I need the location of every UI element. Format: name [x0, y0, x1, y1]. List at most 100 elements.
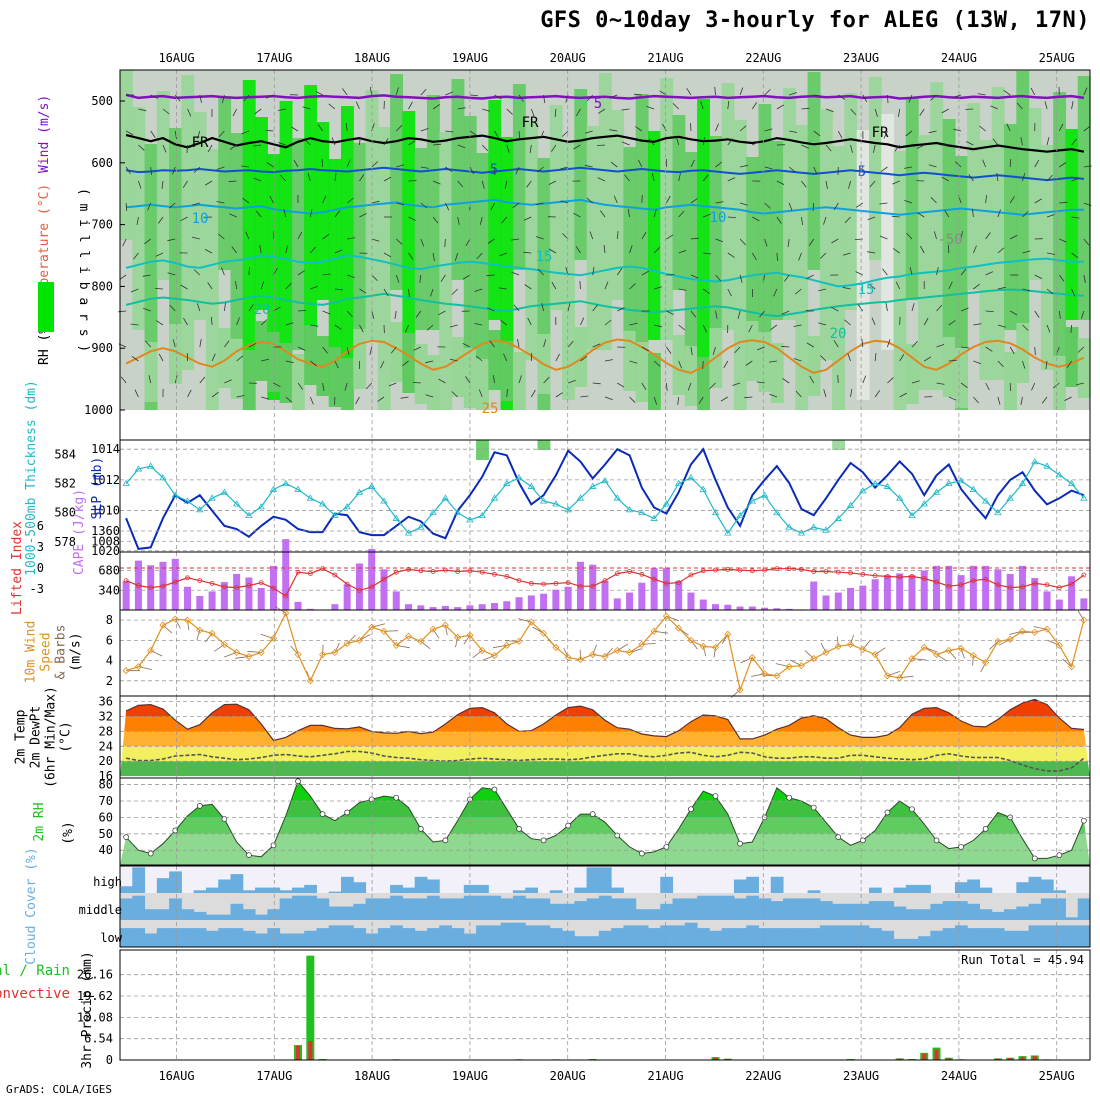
wind-barb [451, 288, 458, 295]
wind-barb [366, 382, 373, 390]
wind-marker [957, 644, 965, 653]
li-marker [970, 578, 976, 583]
wind-barb [1046, 324, 1051, 333]
wind-barb [523, 216, 532, 221]
contour-t5_hPa [125, 166, 1085, 182]
rh-marker [688, 806, 694, 813]
wind-barb [487, 238, 495, 244]
wind-barb [328, 103, 336, 110]
wind-barb [310, 246, 316, 254]
cape-tick: 1020 [91, 544, 120, 558]
wind-barb [449, 324, 458, 328]
wind-barb [960, 307, 969, 312]
wind-barb [371, 200, 380, 204]
wind-barb [727, 252, 735, 258]
li-marker [676, 580, 682, 586]
wind-barb [133, 252, 139, 260]
wind-barb [283, 209, 287, 218]
wind-marker [896, 674, 904, 682]
cloud-bar [169, 898, 182, 920]
rh-shading [181, 75, 195, 370]
rh-shading [512, 84, 526, 270]
li-tick: 0 [37, 561, 44, 575]
cloud-bar [1028, 876, 1042, 893]
rh-shading [967, 103, 981, 290]
cloud-bar [647, 928, 661, 947]
wind-barb [973, 323, 982, 326]
cape-bar [257, 587, 265, 610]
wind-barb [211, 391, 219, 398]
thickness-marker [171, 491, 179, 498]
rh-shading [353, 143, 367, 340]
wind-barb [690, 310, 697, 318]
wind-barb [390, 346, 397, 354]
wind-marker [368, 623, 376, 631]
cloud-bar [979, 909, 993, 920]
cloud-bar [598, 930, 612, 947]
li-marker [332, 572, 338, 578]
rh-shading [868, 77, 882, 260]
thickness-marker [183, 497, 192, 504]
rh-shading [1077, 338, 1091, 398]
thickness-marker [687, 474, 695, 481]
wind-barb [266, 94, 274, 99]
wind-barb [653, 247, 661, 254]
wind-barb [136, 216, 139, 225]
wind-tick: 2 [106, 674, 113, 688]
cloud-bar [684, 898, 698, 920]
wind-barb [515, 166, 520, 175]
wind-barb [854, 238, 863, 240]
wind-barb [1009, 196, 1015, 204]
li-marker [872, 573, 878, 579]
bottom-date-label: 21AUG [647, 1069, 683, 1083]
rh-marker [393, 794, 400, 801]
cloud-bar [709, 895, 723, 920]
wind-barb [883, 130, 888, 139]
cloud-frame [119, 865, 1091, 948]
cape-bar [969, 565, 977, 610]
cloud-bar [721, 928, 735, 947]
wind-barb [837, 374, 839, 384]
wind-barb [739, 87, 744, 96]
cape-bar [712, 604, 720, 610]
wind-marker [773, 672, 781, 680]
precip-conv-bar [922, 1053, 927, 1060]
wind-barb [420, 202, 428, 209]
thickness-marker [269, 485, 278, 492]
wind-barb [199, 94, 202, 103]
wind-barb [285, 396, 293, 403]
rh-shading [255, 321, 268, 381]
slp-ylabel: SLP (mb) [90, 457, 105, 520]
temp-band [120, 699, 1090, 702]
wind-marker [404, 632, 413, 640]
wind-barb [905, 130, 913, 137]
li-marker [1056, 585, 1062, 590]
wind-barb [1046, 252, 1055, 255]
wind-barb [183, 317, 188, 326]
wind-marker [834, 642, 842, 650]
bottom-date-label: 16AUG [158, 1069, 194, 1083]
wind-barb [297, 270, 305, 276]
li-marker [467, 568, 473, 574]
li-marker [811, 569, 817, 574]
wind-barb [562, 130, 569, 137]
wind-barb [825, 180, 828, 189]
slp-tick: 1012 [91, 473, 120, 487]
rh-shading [598, 73, 612, 350]
top-date-label: 18AUG [354, 51, 390, 65]
rh-shading [451, 79, 465, 280]
wind-barb [867, 216, 876, 221]
wind-barb [641, 382, 647, 391]
wind-barb [322, 644, 324, 655]
rh-shading [881, 114, 895, 350]
wind-barb [334, 210, 341, 218]
cloud-bar [684, 922, 698, 947]
li-marker [1032, 581, 1038, 586]
wind-barb [690, 274, 699, 279]
wind-barb [425, 394, 434, 398]
wind-barb [930, 94, 937, 101]
wind-barb [307, 173, 311, 182]
wind-barb [1066, 360, 1072, 368]
cloud-bar [341, 876, 354, 893]
wind-barb [218, 130, 225, 138]
